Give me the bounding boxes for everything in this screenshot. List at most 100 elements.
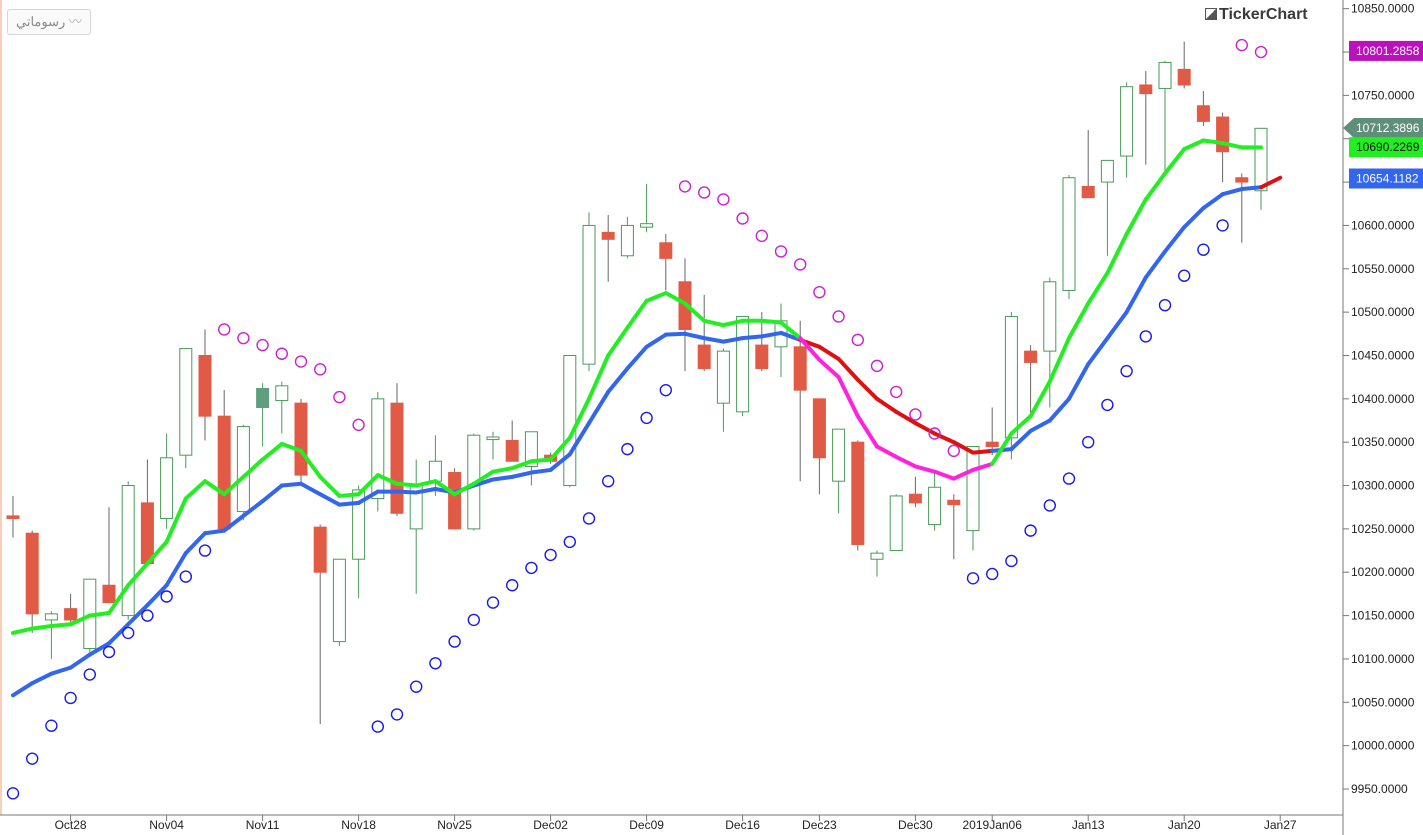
- ma-green-segment: [395, 481, 419, 488]
- candle-body: [736, 315, 750, 413]
- candle-body: [889, 495, 903, 552]
- candle-body: [928, 486, 942, 526]
- sar-dot: [890, 385, 903, 399]
- sar-dot: [294, 355, 308, 368]
- sar-dot: [947, 444, 960, 458]
- y-tick-label: 10150.0000: [1351, 609, 1415, 623]
- ma-blue-segment: [1143, 249, 1167, 280]
- ma-blue-segment: [1086, 336, 1110, 367]
- candle-body: [947, 499, 961, 506]
- x-tick-label: Dec16: [725, 818, 760, 832]
- sar-dot: [467, 613, 480, 627]
- ma-green-segment: [1047, 336, 1071, 384]
- ma-blue-segment: [356, 489, 380, 505]
- ma-blue-segment: [337, 500, 361, 507]
- ma-blue-segment: [183, 531, 207, 556]
- ma-blue-segment: [567, 421, 591, 457]
- ma-blue-segment: [222, 513, 246, 533]
- brand-logo: TickerChart: [1205, 6, 1308, 24]
- candle-body: [160, 457, 174, 519]
- ma-green-segment: [529, 457, 553, 464]
- ma-green-segment: [990, 431, 1014, 466]
- sar-dot: [813, 285, 826, 299]
- ma-green-segment: [1182, 138, 1206, 152]
- sar-dot: [314, 363, 327, 376]
- sar-dot: [141, 609, 154, 622]
- ma-green-segment: [1220, 141, 1244, 150]
- ma-green-segment: [126, 561, 150, 588]
- ma-green-segment: [260, 441, 284, 462]
- candle-body: [294, 402, 308, 476]
- y-tick-label: 10500.0000: [1351, 305, 1415, 319]
- sar-dot: [870, 359, 884, 373]
- x-tick-label: Nov25: [437, 818, 472, 832]
- ma-green-segment: [471, 469, 495, 486]
- ma-blue-segment: [1220, 187, 1244, 197]
- candle-body: [44, 613, 58, 621]
- drawings-label: رسوماتي: [16, 14, 66, 29]
- ma-green-segment: [951, 467, 975, 481]
- ma-blue-segment: [87, 641, 111, 657]
- ma-blue-segment: [107, 622, 131, 646]
- ma-green-segment: [548, 435, 572, 462]
- ma-green-segment: [241, 457, 265, 479]
- sar-dot: [237, 331, 250, 345]
- ma-green-segment: [1086, 271, 1110, 306]
- candle-body: [812, 398, 826, 459]
- ma-green-segment: [1124, 197, 1148, 237]
- drawings-tag[interactable]: 〰 رسوماتي: [7, 9, 91, 35]
- ma-blue-segment: [471, 477, 495, 488]
- sar-dot: [371, 720, 384, 733]
- candle-body: [179, 348, 193, 456]
- sar-dot: [275, 347, 288, 360]
- sar-dot: [909, 408, 922, 421]
- candle-body: [140, 502, 154, 565]
- ma-blue-segment: [414, 487, 438, 495]
- y-tick-label: 10100.0000: [1351, 652, 1415, 666]
- ma-blue-segment: [68, 652, 92, 670]
- x-tick-label: Nov11: [246, 818, 280, 832]
- candle-body: [1139, 84, 1153, 95]
- ma-blue-segment: [126, 603, 150, 627]
- x-axis: Oct28 Nov04 Nov11 Nov18 Nov25 Dec02 Dec09 Dec16…: [55, 815, 1297, 832]
- price-label-text: 10690.2269: [1356, 140, 1420, 154]
- ma-blue-segment: [663, 331, 687, 337]
- ma-green-segment: [145, 539, 169, 566]
- ma-green-segment: [30, 623, 54, 631]
- sar-dot: [640, 411, 653, 425]
- x-tick-label: Dec23: [802, 818, 837, 832]
- ma-green-segment: [663, 291, 687, 306]
- candle-body: [505, 439, 519, 462]
- y-tick-label: 10550.0000: [1351, 262, 1415, 276]
- candle-body: [1024, 350, 1038, 363]
- sar-dot: [1139, 330, 1153, 343]
- x-tick-label: Jan13: [1072, 818, 1105, 832]
- sar-dot: [1024, 524, 1037, 537]
- candle-body: [1158, 61, 1172, 89]
- ma-blue-segment: [817, 344, 841, 361]
- price-label-text: 10654.1182: [1356, 172, 1419, 186]
- ticker-logo-icon: [1205, 8, 1217, 20]
- ma-green-segment: [721, 318, 745, 328]
- ma-green-segment: [875, 444, 899, 459]
- ma-blue-segment: [606, 366, 630, 394]
- sar-dot: [506, 579, 519, 592]
- candle-body: [1081, 185, 1095, 199]
- y-tick-label: 10250.0000: [1351, 522, 1415, 536]
- candle-body: [236, 426, 250, 513]
- candle-body: [486, 436, 500, 441]
- candle-body: [352, 489, 366, 560]
- ma-green-segment: [625, 298, 649, 330]
- ma-blue-segment: [1163, 225, 1187, 254]
- candle-body: [428, 460, 442, 482]
- candle-body: [659, 242, 673, 259]
- ma-blue-segment: [241, 499, 265, 518]
- ma-blue-segment: [1067, 362, 1091, 401]
- ma-blue-segment: [529, 467, 553, 475]
- sar-dot: [1197, 243, 1210, 256]
- parabolic-sar-layer: [6, 38, 1268, 800]
- sar-dot: [525, 561, 538, 575]
- ma-green-segment: [1201, 138, 1225, 146]
- candle-body: [256, 387, 270, 409]
